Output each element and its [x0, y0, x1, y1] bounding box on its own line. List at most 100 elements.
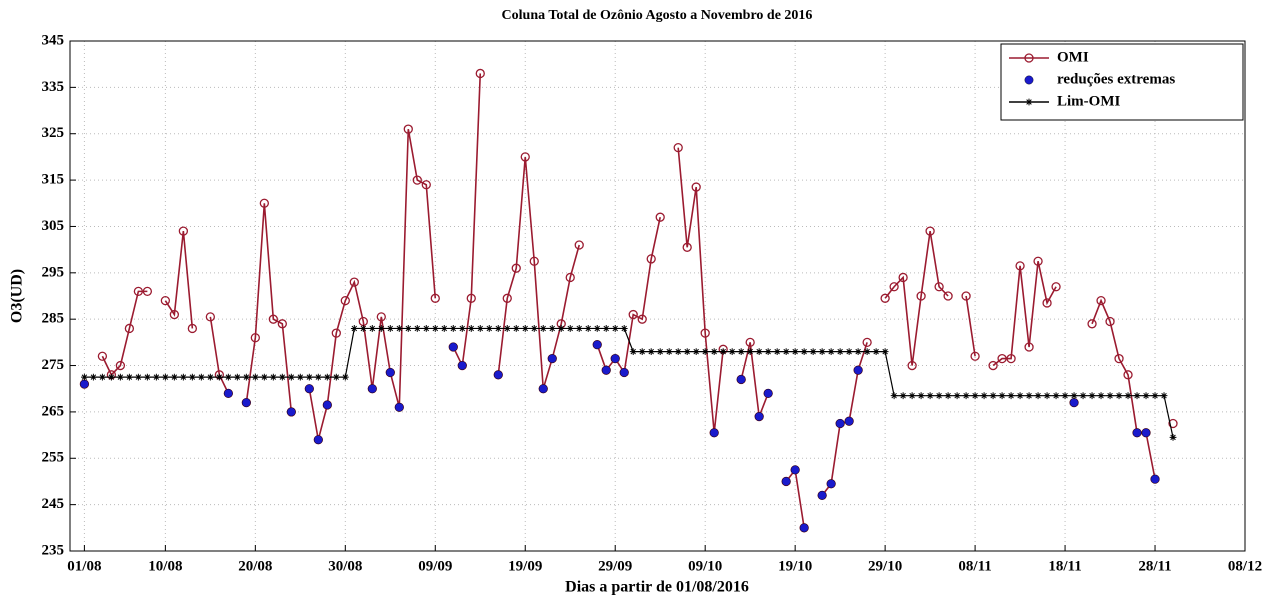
marker [916, 291, 926, 301]
marker [97, 351, 108, 361]
marker [890, 392, 898, 400]
marker [1124, 392, 1132, 400]
x-tick-label: 30/08 [328, 558, 362, 574]
marker [827, 348, 835, 356]
x-axis-label: Dias a partir de 01/08/2016 [565, 579, 749, 596]
marker [521, 325, 529, 332]
marker [745, 337, 755, 348]
marker [557, 325, 565, 332]
marker [1015, 261, 1025, 271]
marker [547, 354, 557, 363]
marker [754, 412, 764, 421]
marker [125, 373, 133, 381]
marker [1150, 474, 1160, 484]
marker [530, 325, 538, 332]
marker [782, 348, 790, 356]
marker [997, 353, 1007, 364]
marker [89, 373, 97, 381]
marker [412, 175, 422, 185]
marker [646, 254, 656, 264]
marker [178, 226, 189, 236]
marker [286, 407, 296, 417]
marker [169, 309, 180, 320]
marker [988, 360, 998, 371]
marker [404, 325, 412, 332]
x-tick-label: 09/10 [688, 558, 722, 574]
marker [907, 360, 917, 371]
marker [233, 373, 241, 381]
y-tick-label: 285 [42, 311, 65, 327]
marker [1132, 428, 1142, 438]
marker [1097, 392, 1105, 400]
marker [746, 348, 754, 356]
marker [682, 242, 692, 252]
marker [331, 328, 341, 338]
marker [943, 291, 953, 301]
marker [143, 373, 151, 381]
marker [485, 325, 493, 332]
marker [673, 142, 683, 153]
legend-label: Lim-OMI [1057, 93, 1120, 109]
marker [980, 392, 988, 400]
marker [179, 373, 187, 381]
marker [1115, 392, 1123, 400]
marker [781, 477, 791, 486]
marker [584, 325, 592, 332]
marker [440, 325, 448, 332]
marker [710, 348, 718, 356]
marker [512, 325, 520, 332]
marker [115, 360, 126, 371]
marker [719, 348, 727, 356]
x-tick-label: 08/12 [1228, 558, 1262, 574]
marker [736, 375, 746, 384]
marker [791, 348, 799, 356]
plot-frame [69, 40, 1246, 552]
y-tick-label: 305 [42, 218, 65, 234]
marker [287, 373, 295, 381]
marker [538, 384, 548, 394]
marker [1169, 434, 1177, 441]
marker [1016, 392, 1024, 400]
marker [322, 400, 332, 410]
x-tick-label: 10/08 [148, 558, 182, 574]
marker [961, 291, 971, 301]
marker [908, 392, 916, 400]
marker [1123, 370, 1133, 380]
marker [304, 384, 314, 394]
marker [853, 365, 863, 375]
marker [277, 319, 287, 329]
marker [476, 325, 484, 332]
y-tick-label: 335 [42, 79, 65, 95]
marker [665, 348, 673, 356]
marker [862, 337, 872, 348]
marker [269, 373, 277, 381]
marker [1168, 418, 1178, 429]
marker [844, 416, 854, 426]
marker [268, 314, 278, 324]
marker [305, 373, 313, 381]
marker [431, 325, 439, 332]
marker [566, 325, 574, 332]
marker [763, 388, 773, 398]
marker [854, 348, 862, 356]
marker [835, 419, 845, 428]
marker [503, 325, 511, 332]
marker [539, 325, 547, 332]
marker [133, 286, 144, 297]
marker [422, 325, 430, 332]
marker [161, 373, 169, 381]
y-tick-label: 265 [42, 403, 65, 419]
y-tick-label: 295 [42, 264, 65, 280]
marker [836, 348, 844, 356]
marker [359, 325, 367, 332]
marker [475, 68, 485, 79]
marker [215, 373, 223, 381]
x-tick-label: 09/09 [418, 558, 452, 574]
marker [421, 180, 431, 190]
marker [845, 348, 853, 356]
marker [628, 309, 638, 320]
marker [205, 312, 216, 322]
marker [638, 348, 646, 356]
marker [1024, 53, 1034, 63]
x-tick-label: 19/09 [508, 558, 542, 574]
